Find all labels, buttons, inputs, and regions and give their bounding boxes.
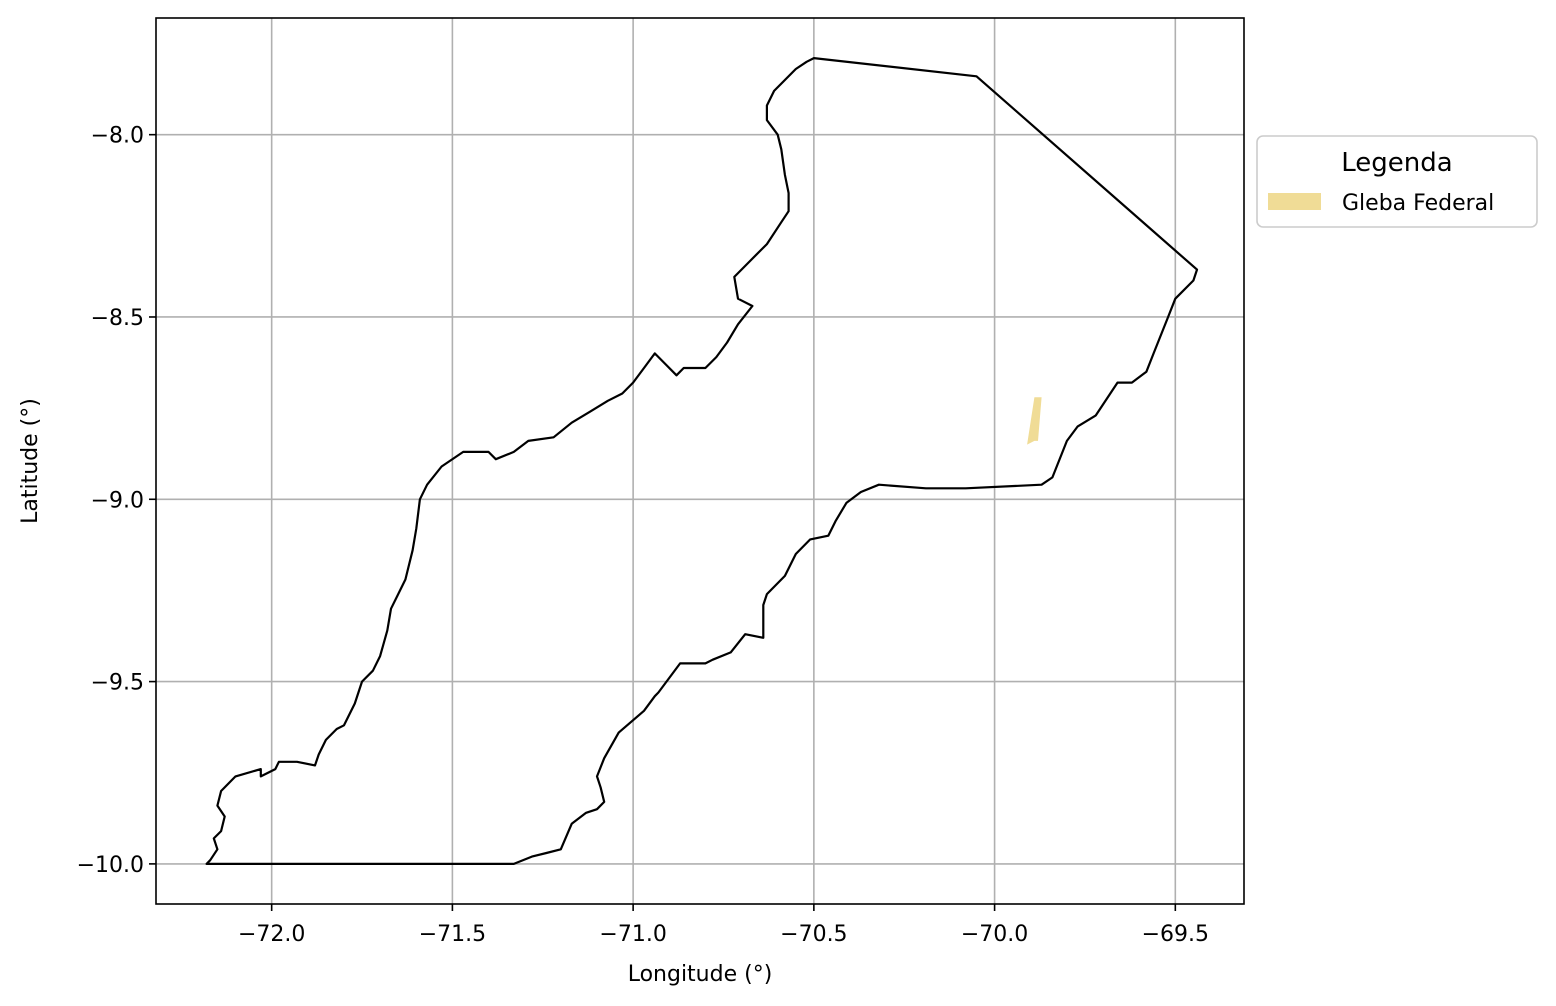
y-tick-label: −10.0 [77,853,144,878]
y-tick-label: −8.5 [91,306,144,331]
x-tick-label: −72.0 [238,922,305,947]
y-axis-label: Latitude (°) [18,398,43,524]
x-axis-ticks: −72.0 −71.5 −71.0 −70.5 −70.0 −69.5 [238,904,1209,947]
legend-swatch-gleba-federal [1268,193,1321,210]
legend-label-gleba-federal: Gleba Federal [1342,191,1494,216]
legend: Legenda Gleba Federal [1256,135,1538,228]
boundary-outline [205,56,1199,866]
legend-box [1256,135,1538,228]
legend-title: Legenda [1341,148,1452,178]
gleba-federal-area [1027,397,1042,445]
x-axis-label: Longitude (°) [628,962,773,987]
x-tick-label: −70.5 [780,922,847,947]
x-tick-label: −71.5 [419,922,486,947]
y-tick-label: −9.0 [91,488,144,513]
x-tick-label: −70.0 [961,922,1028,947]
y-tick-label: −8.0 [91,124,144,149]
grid [156,18,1244,904]
gleba-federal-polygon [1027,397,1042,445]
y-axis-ticks: −8.0 −8.5 −9.0 −9.5 −10.0 [77,124,156,878]
plot-frame [155,17,1245,905]
municipality-boundary [205,56,1199,866]
y-tick-label: −9.5 [91,671,144,696]
x-tick-label: −69.5 [1142,922,1209,947]
x-tick-label: −71.0 [599,922,666,947]
